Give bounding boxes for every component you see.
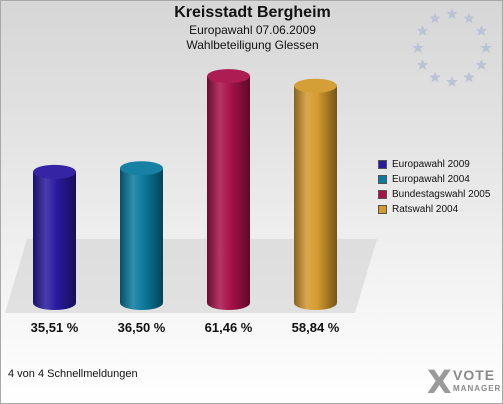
chart-subtitle: Europawahl 07.06.2009 [189, 23, 316, 37]
chart-subtitle-2: Wahlbeteiligung Glessen [186, 38, 319, 52]
legend-label: Europawahl 2004 [392, 174, 470, 185]
eu-stars-icon [412, 8, 492, 87]
legend-item: Europawahl 2004 [378, 172, 490, 187]
eu-star [446, 8, 458, 19]
bar [207, 76, 250, 311]
bar-top [294, 78, 337, 93]
vote-manager-logo: X VOTE MANAGER [427, 363, 502, 401]
legend-item: Europawahl 2009 [378, 157, 490, 172]
eu-star [429, 71, 441, 83]
legend-item: Bundestagswahl 2005 [378, 187, 490, 202]
legend-swatch [378, 160, 387, 169]
eu-star [416, 25, 429, 36]
bar-value-label: 35,51 % [30, 320, 79, 335]
legend-swatch [378, 190, 387, 199]
eu-star [463, 12, 475, 24]
eu-star [463, 71, 475, 83]
legend-label: Ratswahl 2004 [392, 204, 459, 215]
bar-top [207, 69, 250, 84]
bar [33, 171, 76, 311]
legend-label: Europawahl 2009 [392, 159, 470, 170]
chart-floor [5, 239, 377, 313]
bar-top [120, 161, 163, 176]
legend-item: Ratswahl 2004 [378, 202, 490, 217]
chart-title: Kreisstadt Bergheim [174, 4, 331, 21]
bar-value-label: 61,46 % [204, 320, 253, 335]
eu-star [412, 42, 424, 53]
eu-star [475, 59, 488, 70]
eu-star [446, 76, 458, 87]
bar-value-label: 36,50 % [117, 320, 166, 335]
bar-top [33, 164, 76, 179]
bar-value-label: 58,84 % [291, 320, 340, 335]
legend: Europawahl 2009 Europawahl 2004 Bundestags… [378, 157, 490, 217]
legend-swatch [378, 205, 387, 214]
eu-star [416, 59, 429, 70]
legend-label: Bundestagswahl 2005 [392, 189, 491, 200]
eu-star [475, 25, 488, 36]
eu-star [480, 42, 492, 53]
eu-star [429, 12, 441, 24]
bar [120, 168, 163, 311]
legend-swatch [378, 175, 387, 184]
status-text: 4 von 4 Schnellmeldungen [8, 368, 138, 380]
bar [294, 85, 337, 311]
